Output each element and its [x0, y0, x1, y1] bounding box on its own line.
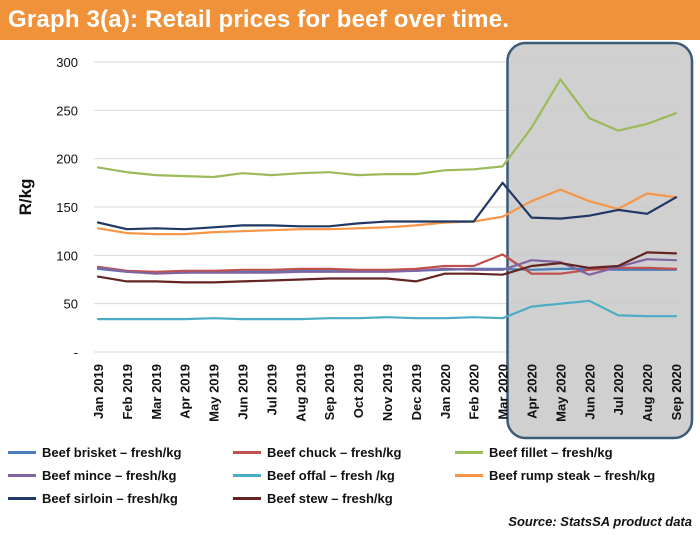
- y-tick-label: 100: [56, 248, 78, 263]
- chart-legend: Beef brisket – fresh/kg Beef chuck – fres…: [8, 442, 698, 514]
- legend-label: Beef chuck – fresh/kg: [267, 444, 402, 460]
- x-tick-label: Jul 2019: [264, 364, 279, 415]
- legend-item: Beef stew – fresh/kg: [233, 488, 393, 508]
- y-tick-label: 200: [56, 152, 78, 167]
- x-tick-label: Feb 2019: [120, 364, 135, 420]
- legend-item: Beef chuck – fresh/kg: [233, 442, 401, 462]
- x-tick-label: Jun 2019: [236, 364, 251, 420]
- legend-swatch: [233, 450, 261, 454]
- y-tick-label: 150: [56, 200, 78, 215]
- legend-swatch: [455, 473, 483, 477]
- x-tick-label: Aug 2020: [640, 364, 655, 422]
- series-line-7: [96, 181, 678, 231]
- x-tick-label: Jul 2020: [611, 364, 626, 415]
- x-tick-label: Jan 2019: [91, 364, 106, 419]
- x-tick-label: May 2019: [207, 364, 222, 422]
- x-tick-label: Dec 2019: [409, 364, 424, 420]
- series-line-6: [96, 188, 678, 236]
- x-tick-label: Feb 2020: [467, 364, 482, 420]
- legend-item: Beef sirloin – fresh/kg: [8, 488, 178, 508]
- x-tick-label: Mar 2019: [149, 364, 164, 420]
- line-chart: - 50 100 150 200 250 300 R/kg Jan 2019 Feb 2019 Ma…: [16, 41, 694, 440]
- legend-swatch: [455, 450, 483, 454]
- highlight-region: [506, 41, 694, 440]
- y-tick-label: 50: [64, 297, 78, 312]
- legend-swatch: [8, 450, 36, 454]
- x-tick-label: Sep 2019: [322, 364, 337, 420]
- legend-label: Beef stew – fresh/kg: [267, 490, 393, 506]
- source-note: Source: StatsSA product data: [508, 514, 692, 529]
- series-line-4: [96, 258, 678, 276]
- x-tick-label: Aug 2019: [293, 364, 308, 422]
- legend-swatch: [8, 496, 36, 500]
- x-tick-label: Nov 2019: [380, 364, 395, 421]
- x-tick-label: Apr 2019: [178, 364, 193, 419]
- y-axis-label: R/kg: [16, 179, 35, 216]
- legend-label: Beef fillet – fresh/kg: [489, 444, 613, 460]
- y-tick-label: 300: [56, 55, 78, 70]
- x-tick-label: Sep 2020: [669, 364, 684, 420]
- series-line-8: [96, 251, 678, 284]
- legend-label: Beef rump steak – fresh/kg: [489, 467, 656, 483]
- y-tick-label: -: [74, 345, 78, 360]
- x-tick-label: Jan 2020: [438, 364, 453, 419]
- legend-label: Beef sirloin – fresh/kg: [42, 490, 178, 506]
- legend-item: Beef rump steak – fresh/kg: [455, 465, 655, 485]
- legend-item: Beef fillet – fresh/kg: [455, 442, 613, 462]
- x-tick-label: May 2020: [553, 364, 568, 422]
- series-line-5: [96, 299, 678, 321]
- legend-label: Beef offal – fresh /kg: [267, 467, 395, 483]
- chart-title: Graph 3(a): Retail prices for beef over …: [8, 6, 510, 33]
- series-line-3: [96, 78, 678, 179]
- legend-item: Beef brisket – fresh/kg: [8, 442, 181, 462]
- legend-label: Beef brisket – fresh/kg: [42, 444, 182, 460]
- x-tick-label: Jun 2020: [582, 364, 597, 420]
- legend-swatch: [8, 473, 36, 477]
- legend-swatch: [233, 496, 261, 500]
- x-tick-label: Apr 2020: [525, 364, 540, 419]
- legend-item: Beef offal – fresh /kg: [233, 465, 395, 485]
- legend-item: Beef mince – fresh/kg: [8, 465, 176, 485]
- y-tick-label: 250: [56, 103, 78, 118]
- x-tick-label: Oct 2019: [351, 364, 366, 418]
- title-bar: Graph 3(a): Retail prices for beef over …: [0, 0, 700, 40]
- legend-swatch: [233, 473, 261, 477]
- legend-label: Beef mince – fresh/kg: [42, 467, 177, 483]
- x-tick-label: Mar 2020: [496, 364, 511, 420]
